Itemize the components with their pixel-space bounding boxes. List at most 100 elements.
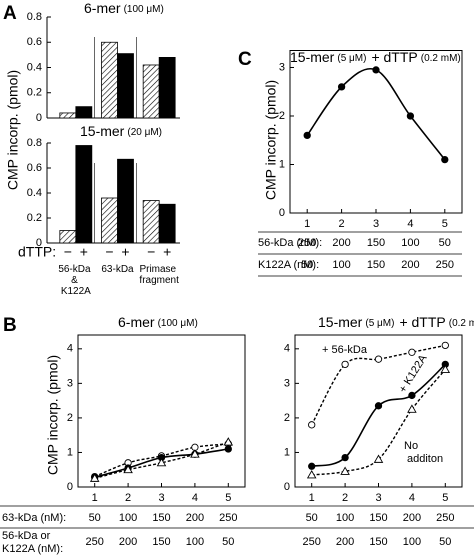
y-tick-label: 0.6 <box>27 36 42 48</box>
category-label: 56-kDa & K122A <box>58 264 93 297</box>
row-value: 100 <box>119 512 137 524</box>
x-tick-label: 4 <box>407 218 413 230</box>
panel-letter: C <box>238 49 252 70</box>
marker-filled <box>308 462 316 470</box>
x-tick-label: 2 <box>342 492 348 504</box>
fit-line <box>306 67 446 161</box>
marker-triangle <box>306 470 317 479</box>
row-label: 56-kDa or K122A (nM): <box>2 530 63 555</box>
title-main: + dTTP <box>371 49 417 65</box>
y-axis-label: CMP incorp. (pmol) <box>45 355 61 475</box>
y-tick-label: 0.8 <box>27 137 42 149</box>
marker-filled <box>372 66 380 74</box>
marker-filled <box>224 445 232 453</box>
row-value: 250 <box>86 536 104 548</box>
series-sign: − <box>105 244 113 260</box>
category-label: Primase fragment <box>139 264 179 286</box>
y-tick-label: 0.6 <box>27 162 42 174</box>
bar <box>158 203 176 244</box>
row-value: 250 <box>436 512 454 524</box>
title-note: (20 μM) <box>127 127 162 138</box>
row-value: 200 <box>186 512 204 524</box>
title-main: 6-mer <box>84 0 121 16</box>
series-label: + K122A <box>397 352 430 395</box>
y-tick-label: 0.8 <box>27 11 42 23</box>
marker-triangle <box>156 457 167 467</box>
y-tick-label: 4 <box>67 343 73 355</box>
x-tick-label: 4 <box>192 492 198 504</box>
chart-title: 15-mer(5 μM) + dTTP (0.2 mM) <box>290 49 461 65</box>
row-value: 150 <box>152 536 170 548</box>
y-tick-label: 3 <box>279 61 285 73</box>
panel-letter: A <box>3 3 17 24</box>
y-tick-label: 1 <box>67 446 73 458</box>
title-note: (5 μM) <box>365 318 394 329</box>
title-note: (0.2 mM) <box>421 53 461 64</box>
series-label: + 56-kDa <box>322 344 368 356</box>
series-sign: + <box>80 244 88 260</box>
chart-title: 6-mer (100 μM) <box>118 314 198 330</box>
row-value: 50 <box>222 536 234 548</box>
title-main: 6-mer <box>118 314 155 330</box>
bar <box>117 158 134 244</box>
x-tick-label: 3 <box>375 492 381 504</box>
bar <box>59 230 77 244</box>
series-label: No additon <box>404 440 443 465</box>
y-tick-label: 1 <box>279 158 285 170</box>
marker-triangle <box>123 464 133 474</box>
title-main: 15-mer <box>290 49 335 65</box>
marker-triangle <box>407 404 417 413</box>
y-axis-label: CMP incorp. (pmol) <box>5 70 21 190</box>
y-tick-label: 0 <box>36 112 42 124</box>
marker-triangle <box>440 364 451 373</box>
row-value: 50 <box>439 237 451 249</box>
title-note: (5 μM) <box>337 53 366 64</box>
bar <box>158 57 176 119</box>
marker-filled <box>408 391 416 400</box>
chart-title: 15-mer (20 μM) <box>80 123 162 139</box>
x-tick-label: 1 <box>309 492 315 504</box>
title-main: 15-mer <box>318 314 363 330</box>
row-value: 200 <box>332 237 350 249</box>
y-tick-label: 0 <box>67 481 73 493</box>
row-label: 56-kDa (nM): <box>258 237 322 249</box>
category-label: 63-kDa <box>101 264 134 275</box>
row-value: 50 <box>301 259 313 271</box>
chart-title: 15-mer(5 μM) + dTTP (0.2 mM) <box>318 314 474 330</box>
row-value: 50 <box>306 512 318 524</box>
marker-filled <box>441 155 449 164</box>
row-value: 150 <box>367 237 385 249</box>
row-value: 250 <box>303 536 321 548</box>
row-value: 250 <box>298 237 316 249</box>
x-tick-label: 5 <box>225 492 231 504</box>
row-value: 250 <box>219 512 237 524</box>
row-value: 100 <box>336 512 354 524</box>
marker-open <box>408 348 416 356</box>
title-main: 15-mer <box>80 123 125 139</box>
row-value: 100 <box>332 259 350 271</box>
row-value: 150 <box>152 512 170 524</box>
x-tick-label: 5 <box>442 492 448 504</box>
row-value: 250 <box>436 259 454 271</box>
bar <box>142 200 160 244</box>
fit-line <box>311 363 446 468</box>
y-axis-label: CMP incorp. (pmol) <box>263 80 279 200</box>
bar <box>101 41 118 119</box>
y-tick-label: 0.4 <box>27 187 42 199</box>
y-tick-label: 4 <box>284 343 290 355</box>
bar <box>75 145 93 244</box>
x-tick-label: 2 <box>339 218 345 230</box>
frame <box>289 50 463 214</box>
title-main: + dTTP <box>399 314 445 330</box>
marker-triangle <box>223 437 234 446</box>
row-value: 200 <box>401 259 419 271</box>
series-sign: − <box>64 244 72 260</box>
row-value: 100 <box>403 536 421 548</box>
row-value: 50 <box>89 512 101 524</box>
row-value: 150 <box>369 512 387 524</box>
row-value: 200 <box>403 512 421 524</box>
y-tick-label: 1 <box>284 446 290 458</box>
x-tick-label: 4 <box>409 492 415 504</box>
